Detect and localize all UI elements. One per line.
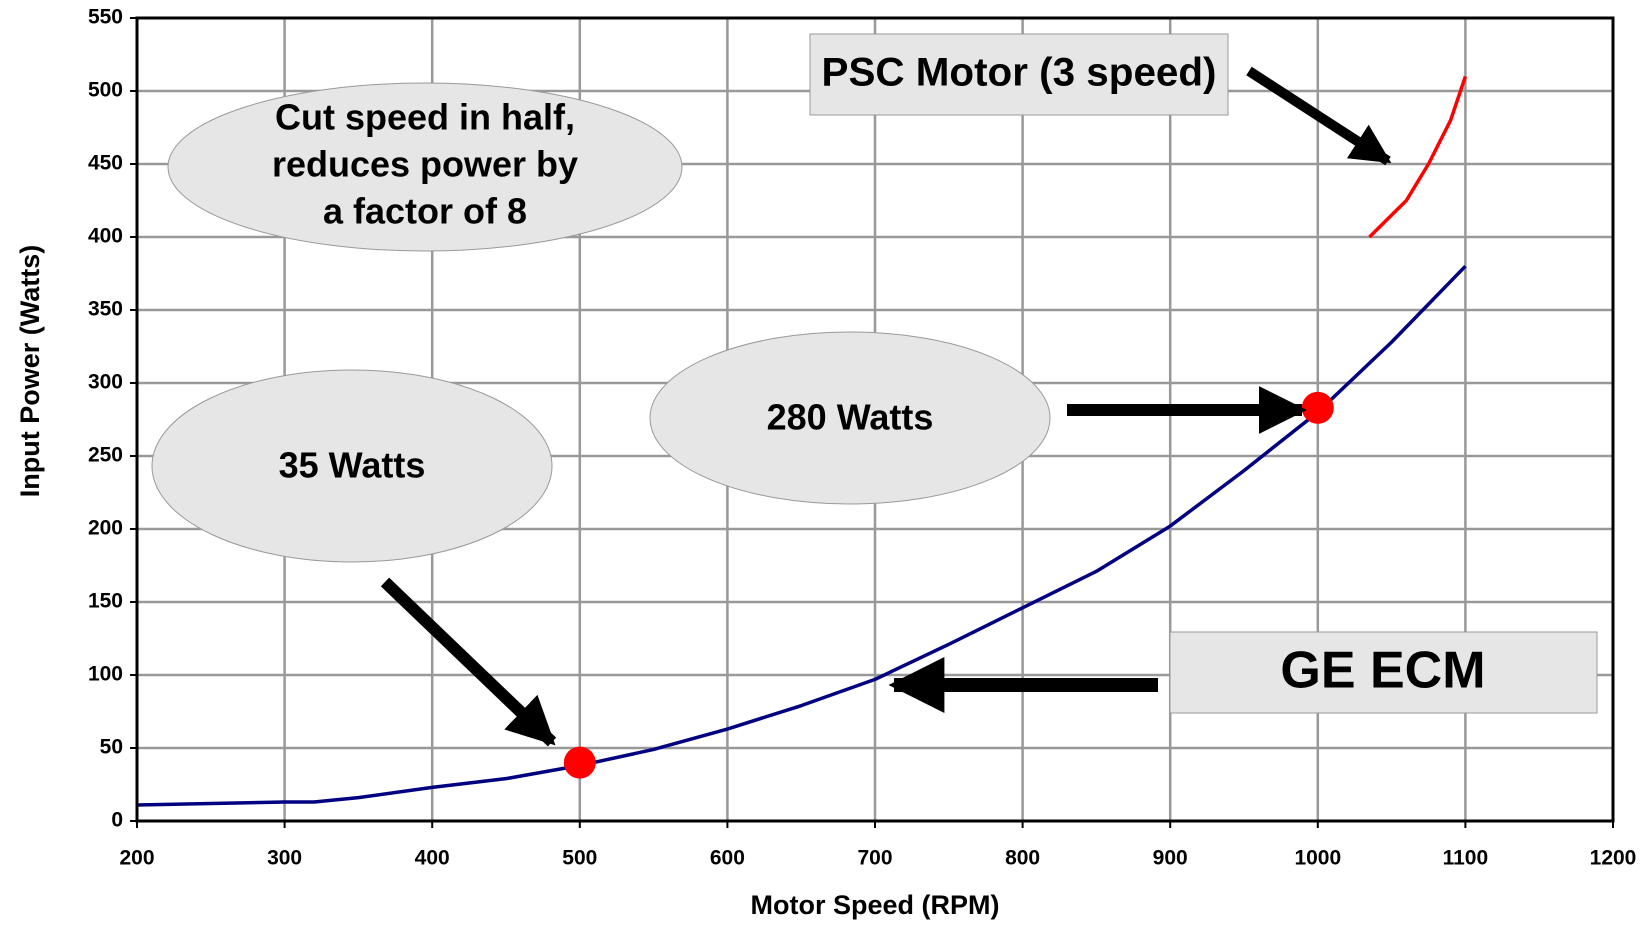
x-tick-label: 800: [1005, 847, 1040, 870]
note-line: Cut speed in half,: [275, 97, 575, 138]
series-label-box: [809, 33, 1229, 116]
x-tick-label: 900: [1153, 847, 1188, 870]
callout-bubble: [151, 369, 553, 563]
y-tick-label: 550: [88, 6, 123, 29]
series-line: [136, 264, 1467, 807]
y-tick-label: 0: [111, 809, 123, 832]
note-bubble: [167, 82, 683, 252]
note-line: a factor of 8: [323, 191, 527, 232]
y-tick-label: 150: [88, 590, 123, 613]
y-axis-label: Input Power (Watts): [15, 245, 45, 497]
highlight-point: [563, 746, 596, 779]
series-label: PSC Motor (3 speed): [822, 51, 1217, 95]
plot-frame: [135, 16, 1615, 823]
x-tick-label: 1200: [1590, 847, 1637, 870]
y-tick-label: 300: [88, 371, 123, 394]
arrow: [380, 577, 557, 747]
note-line: reduces power by: [272, 144, 578, 185]
x-tick-label: 300: [267, 847, 302, 870]
y-tick-label: 350: [88, 298, 123, 321]
callout-bubble: [649, 331, 1051, 505]
x-tick-label: 400: [415, 847, 450, 870]
series-line: [1368, 75, 1468, 239]
plot: [136, 75, 1468, 807]
x-tick-label: 1100: [1443, 847, 1489, 870]
y-tick-label: 100: [88, 663, 123, 686]
callout-text: 280 Watts: [767, 397, 934, 438]
y-tick-label: 50: [100, 736, 123, 759]
x-tick-label: 1000: [1294, 847, 1341, 870]
x-tick-label: 600: [710, 847, 745, 870]
y-tick-label: 200: [88, 517, 123, 540]
x-axis-label: Motor Speed (RPM): [751, 890, 1000, 920]
callout-text: 35 Watts: [279, 445, 426, 486]
y-tick-label: 450: [88, 152, 123, 175]
series-label-box: [1169, 631, 1598, 714]
y-tick-label: 400: [88, 225, 123, 248]
arrow: [1246, 66, 1392, 166]
x-tick-label: 700: [857, 847, 892, 870]
x-tick-label: 200: [119, 847, 154, 870]
y-tick-label: 250: [88, 444, 123, 467]
highlight-point: [1301, 391, 1334, 424]
y-tick-label: 500: [88, 79, 123, 102]
series-label: GE ECM: [1280, 642, 1485, 700]
x-tick-label: 500: [562, 847, 597, 870]
